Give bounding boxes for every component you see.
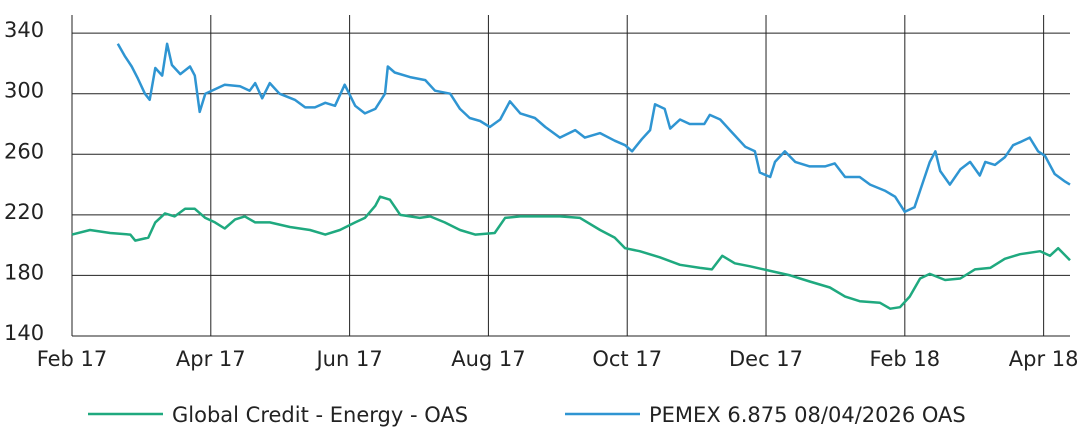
y-tick-label: 180 xyxy=(4,260,44,284)
x-tick-label: Aug 17 xyxy=(451,347,525,371)
legend-label: Global Credit - Energy - OAS xyxy=(172,403,468,427)
y-tick-label: 220 xyxy=(4,200,44,224)
y-tick-label: 260 xyxy=(4,139,44,163)
x-tick-label: Apr 17 xyxy=(176,347,246,371)
y-tick-label: 300 xyxy=(4,79,44,103)
y-tick-label: 340 xyxy=(4,18,44,42)
x-tick-label: Dec 17 xyxy=(729,347,803,371)
x-tick-label: Jun 17 xyxy=(314,347,382,371)
x-tick-label: Feb 17 xyxy=(37,347,108,371)
y-tick-label: 140 xyxy=(4,321,44,345)
x-tick-label: Feb 18 xyxy=(870,347,941,371)
x-tick-label: Oct 17 xyxy=(592,347,662,371)
series-line xyxy=(116,42,1071,214)
legend-label: PEMEX 6.875 08/04/2026 OAS xyxy=(649,403,966,427)
x-tick-label: Apr 18 xyxy=(1009,347,1079,371)
series-line xyxy=(71,195,1071,310)
